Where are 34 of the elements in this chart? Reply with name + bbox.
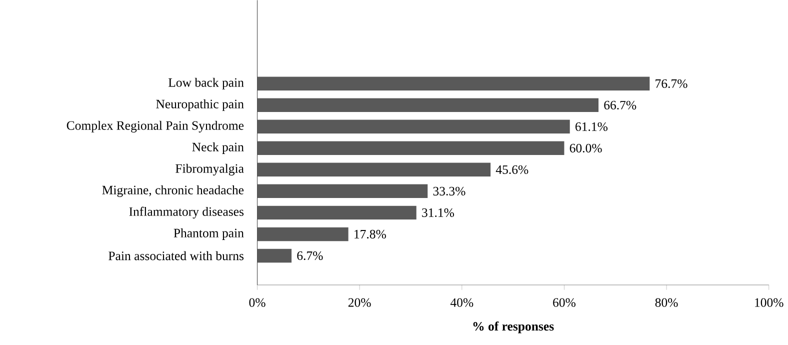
x-axis-title: % of responses — [473, 322, 554, 334]
y-tick-label: Complex Regional Pain Syndrome — [66, 120, 244, 133]
data-label: 45.6% — [496, 165, 528, 174]
bar — [257, 162, 491, 177]
y-tick-label: Phantom pain — [174, 228, 244, 240]
y-tick-label: Fibromyalgia — [176, 164, 244, 176]
bar — [257, 184, 428, 198]
data-label: 6.7% — [297, 251, 323, 260]
data-label: 76.7% — [656, 79, 688, 88]
data-label: 66.7% — [604, 100, 636, 110]
bar — [257, 248, 292, 263]
y-tick-label: Migraine, chronic headache — [102, 185, 244, 198]
bar — [257, 227, 348, 242]
x-tick-label: 40% — [450, 298, 474, 307]
bar — [257, 76, 650, 91]
x-tick-label: 100% — [755, 298, 784, 307]
bar — [257, 141, 564, 156]
data-label: 33.3% — [433, 186, 466, 196]
y-tick-label: Inflammatory diseases — [129, 206, 244, 219]
y-tick-label: Pain associated with burns — [108, 251, 244, 260]
bar — [257, 120, 570, 134]
data-label: 60.0% — [570, 144, 602, 153]
y-tick-label: Neck pain — [192, 142, 244, 154]
bar — [257, 98, 598, 112]
y-tick-label: Low back pain — [168, 78, 244, 90]
data-label: 61.1% — [576, 122, 608, 132]
data-label: 31.1% — [422, 208, 454, 218]
x-tick-label: 80% — [655, 298, 678, 307]
x-tick-label: 0% — [249, 298, 266, 307]
bar — [257, 206, 416, 220]
x-tick-label: 20% — [348, 298, 371, 307]
y-tick-label: Neuropathic pain — [156, 99, 244, 112]
data-label: 17.8% — [354, 230, 386, 239]
x-tick-label: 60% — [553, 298, 576, 307]
